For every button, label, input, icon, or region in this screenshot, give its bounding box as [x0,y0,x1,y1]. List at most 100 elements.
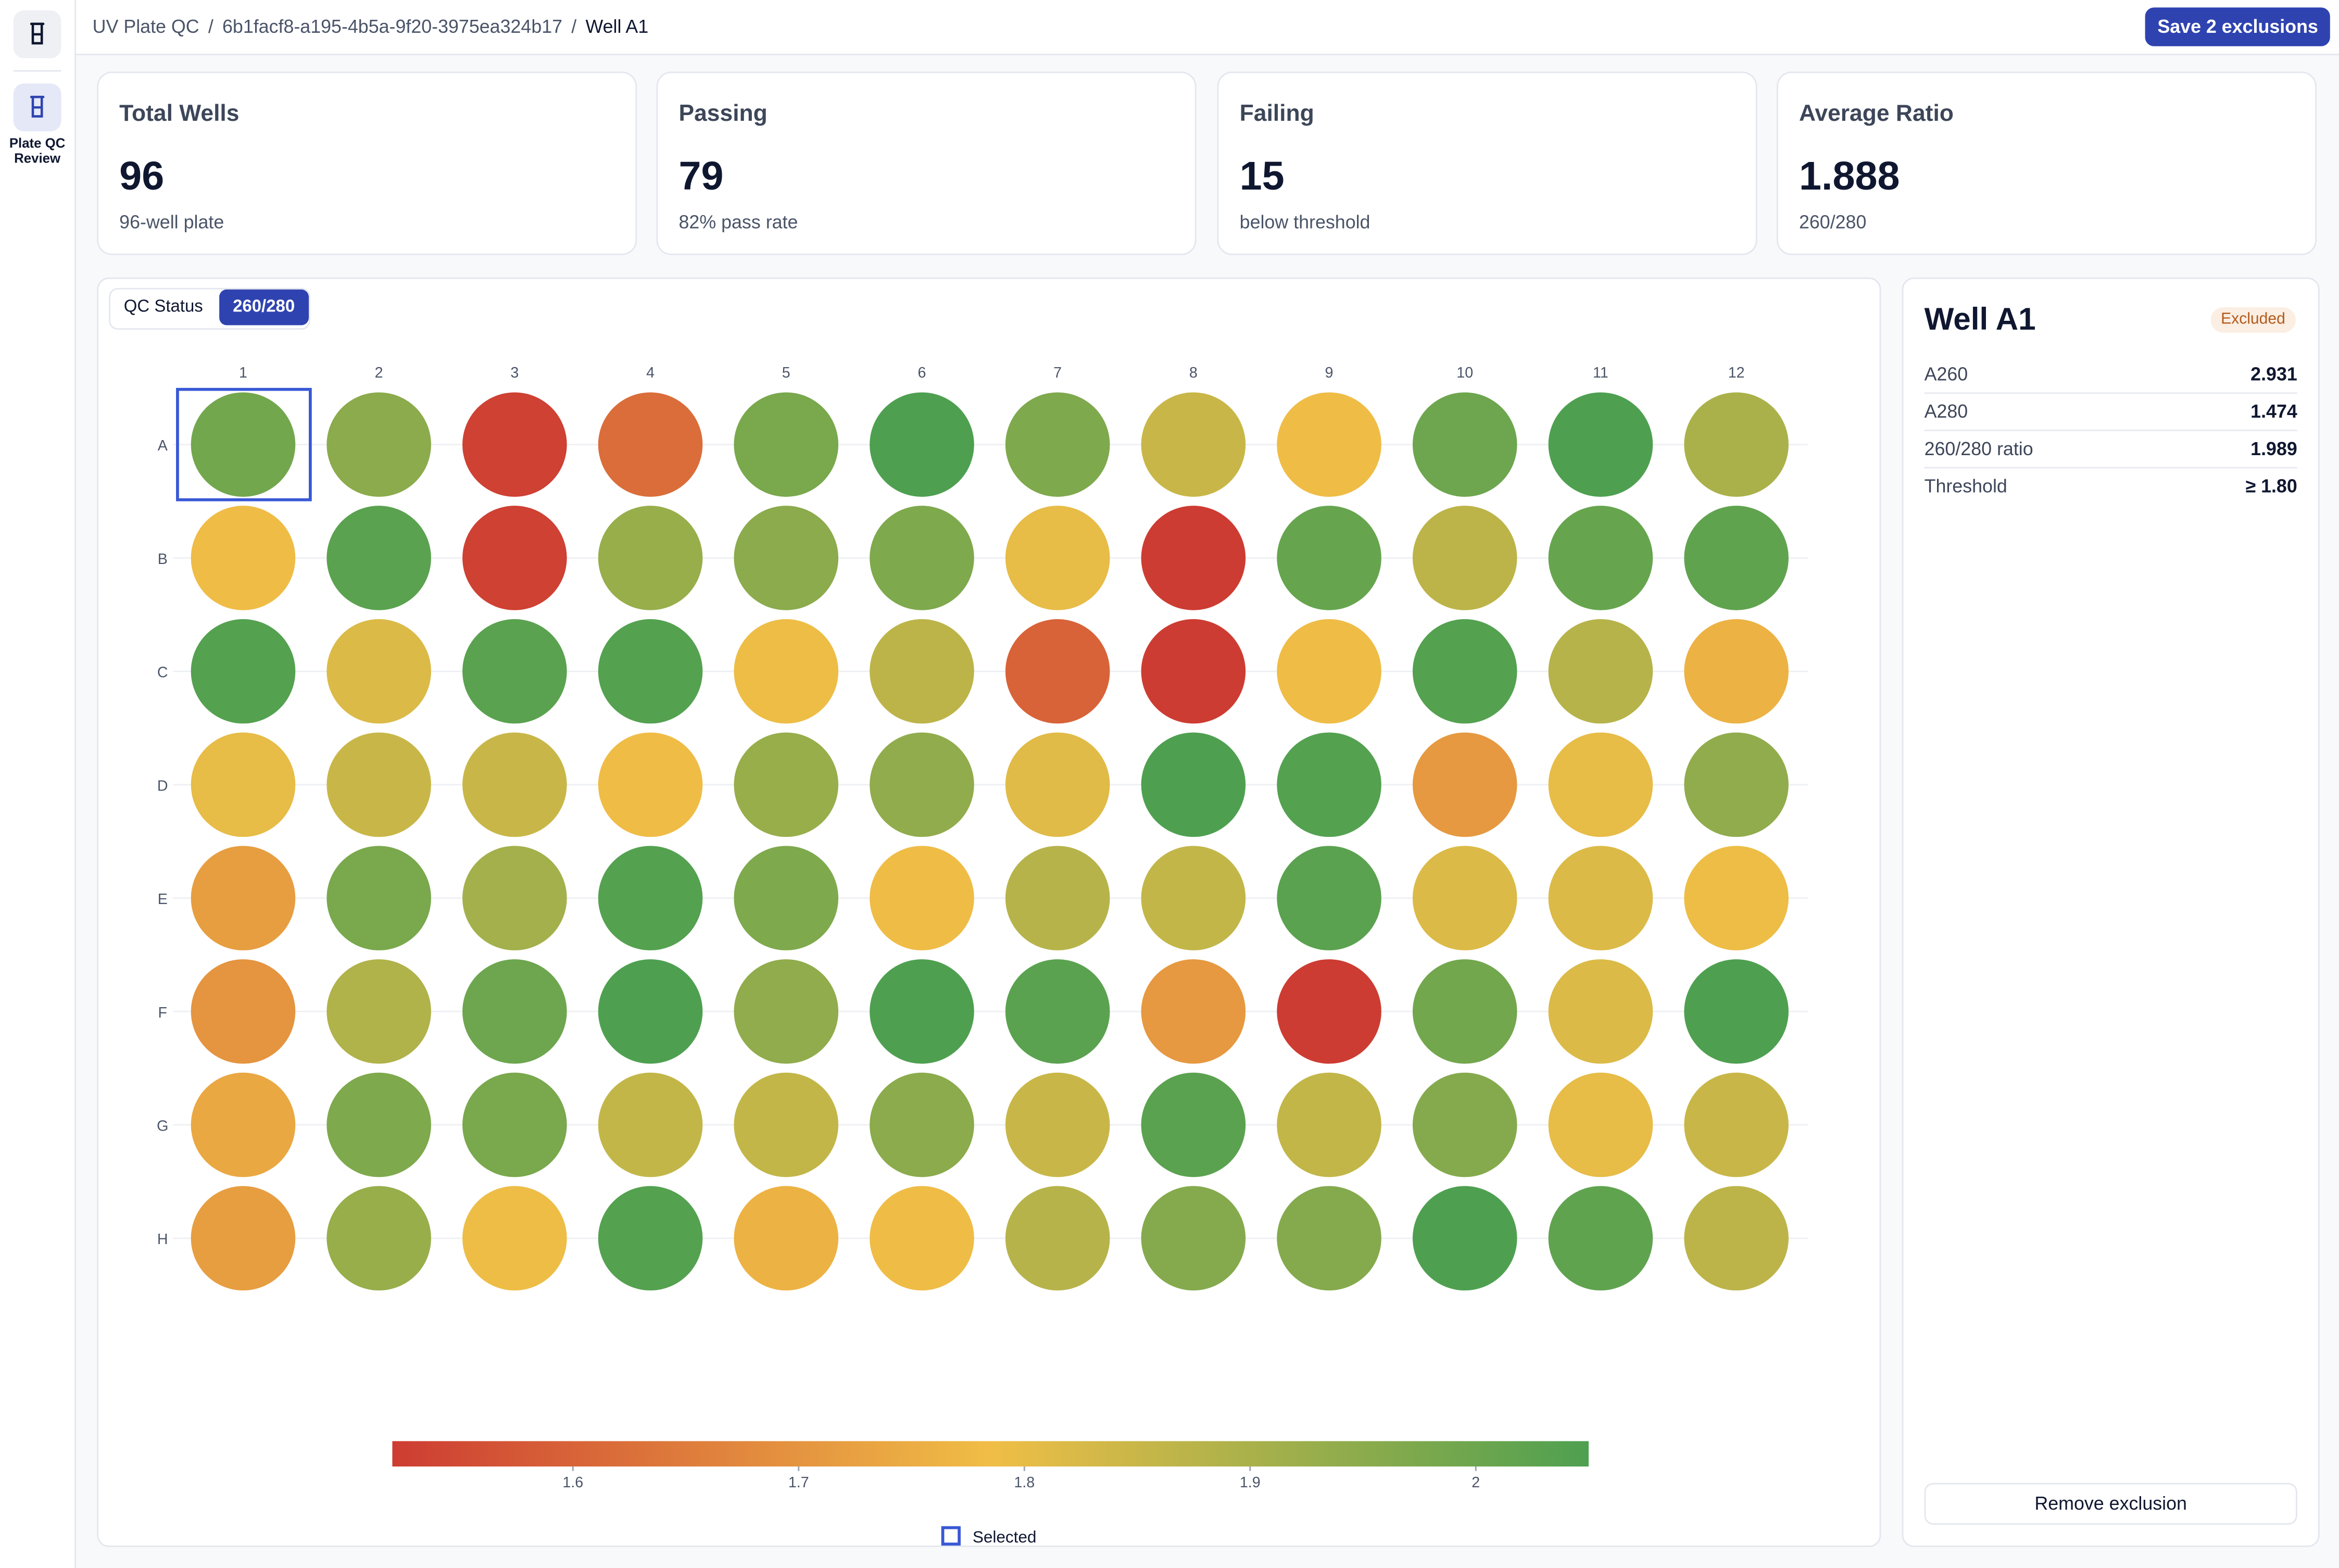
well-H12[interactable] [1684,1186,1789,1291]
well-B2[interactable] [326,506,431,610]
well-C10[interactable] [1412,619,1517,724]
well-G4[interactable] [598,1072,703,1177]
well-B6[interactable] [870,506,974,610]
well-F7[interactable] [1005,959,1110,1064]
well-D5[interactable] [734,732,839,837]
well-H3[interactable] [462,1186,567,1291]
well-C3[interactable] [462,619,567,724]
well-C5[interactable] [734,619,839,724]
well-D7[interactable] [1005,732,1110,837]
well-D2[interactable] [326,732,431,837]
well-G9[interactable] [1277,1072,1381,1177]
well-B10[interactable] [1412,506,1517,610]
well-E8[interactable] [1141,846,1246,950]
well-A9[interactable] [1277,392,1381,497]
well-A4[interactable] [598,392,703,497]
well-F10[interactable] [1412,959,1517,1064]
well-D1[interactable] [191,732,296,837]
well-D6[interactable] [870,732,974,837]
well-D12[interactable] [1684,732,1789,837]
well-B12[interactable] [1684,506,1789,610]
well-A5[interactable] [734,392,839,497]
well-E3[interactable] [462,846,567,950]
well-G7[interactable] [1005,1072,1110,1177]
well-C12[interactable] [1684,619,1789,724]
well-D9[interactable] [1277,732,1381,837]
well-D10[interactable] [1412,732,1517,837]
well-B3[interactable] [462,506,567,610]
well-E4[interactable] [598,846,703,950]
well-G8[interactable] [1141,1072,1246,1177]
well-C1[interactable] [191,619,296,724]
well-A10[interactable] [1412,392,1517,497]
well-G10[interactable] [1412,1072,1517,1177]
well-F9[interactable] [1277,959,1381,1064]
well-H9[interactable] [1277,1186,1381,1291]
well-A1[interactable] [191,392,296,497]
well-E7[interactable] [1005,846,1110,950]
well-H10[interactable] [1412,1186,1517,1291]
well-C9[interactable] [1277,619,1381,724]
well-A11[interactable] [1548,392,1653,497]
well-F1[interactable] [191,959,296,1064]
remove-exclusion-button[interactable]: Remove exclusion [1924,1483,2297,1525]
well-C7[interactable] [1005,619,1110,724]
well-E10[interactable] [1412,846,1517,950]
well-D11[interactable] [1548,732,1653,837]
well-H2[interactable] [326,1186,431,1291]
well-E9[interactable] [1277,846,1381,950]
well-C2[interactable] [326,619,431,724]
well-G2[interactable] [326,1072,431,1177]
well-A6[interactable] [870,392,974,497]
well-F8[interactable] [1141,959,1246,1064]
well-A12[interactable] [1684,392,1789,497]
nav-item-plate-qc-review[interactable]: Plate QC Review [3,83,72,166]
well-F11[interactable] [1548,959,1653,1064]
well-G11[interactable] [1548,1072,1653,1177]
well-C4[interactable] [598,619,703,724]
breadcrumb-item-plate[interactable]: 6b1facf8-a195-4b5a-9f20-3975ea324b17 [222,16,563,37]
well-B4[interactable] [598,506,703,610]
well-E11[interactable] [1548,846,1653,950]
well-B9[interactable] [1277,506,1381,610]
well-G1[interactable] [191,1072,296,1177]
well-G3[interactable] [462,1072,567,1177]
well-D4[interactable] [598,732,703,837]
well-G12[interactable] [1684,1072,1789,1177]
well-H5[interactable] [734,1186,839,1291]
well-A7[interactable] [1005,392,1110,497]
well-E5[interactable] [734,846,839,950]
well-B11[interactable] [1548,506,1653,610]
well-C11[interactable] [1548,619,1653,724]
well-H11[interactable] [1548,1186,1653,1291]
save-exclusions-button[interactable]: Save 2 exclusions [2145,7,2330,46]
well-F6[interactable] [870,959,974,1064]
well-E1[interactable] [191,846,296,950]
well-B1[interactable] [191,506,296,610]
well-H4[interactable] [598,1186,703,1291]
well-F4[interactable] [598,959,703,1064]
well-H8[interactable] [1141,1186,1246,1291]
well-F12[interactable] [1684,959,1789,1064]
well-H6[interactable] [870,1186,974,1291]
well-B7[interactable] [1005,506,1110,610]
well-G5[interactable] [734,1072,839,1177]
well-E6[interactable] [870,846,974,950]
well-F2[interactable] [326,959,431,1064]
well-A2[interactable] [326,392,431,497]
well-G6[interactable] [870,1072,974,1177]
well-C8[interactable] [1141,619,1246,724]
well-F5[interactable] [734,959,839,1064]
well-C6[interactable] [870,619,974,724]
well-D3[interactable] [462,732,567,837]
well-A3[interactable] [462,392,567,497]
toggle-qc-status[interactable]: QC Status [110,289,217,325]
well-B8[interactable] [1141,506,1246,610]
home-button[interactable] [13,10,61,58]
toggle-ratio[interactable]: 260/280 [219,289,308,325]
breadcrumb-item-app[interactable]: UV Plate QC [92,16,199,37]
well-H7[interactable] [1005,1186,1110,1291]
well-H1[interactable] [191,1186,296,1291]
well-E2[interactable] [326,846,431,950]
well-E12[interactable] [1684,846,1789,950]
